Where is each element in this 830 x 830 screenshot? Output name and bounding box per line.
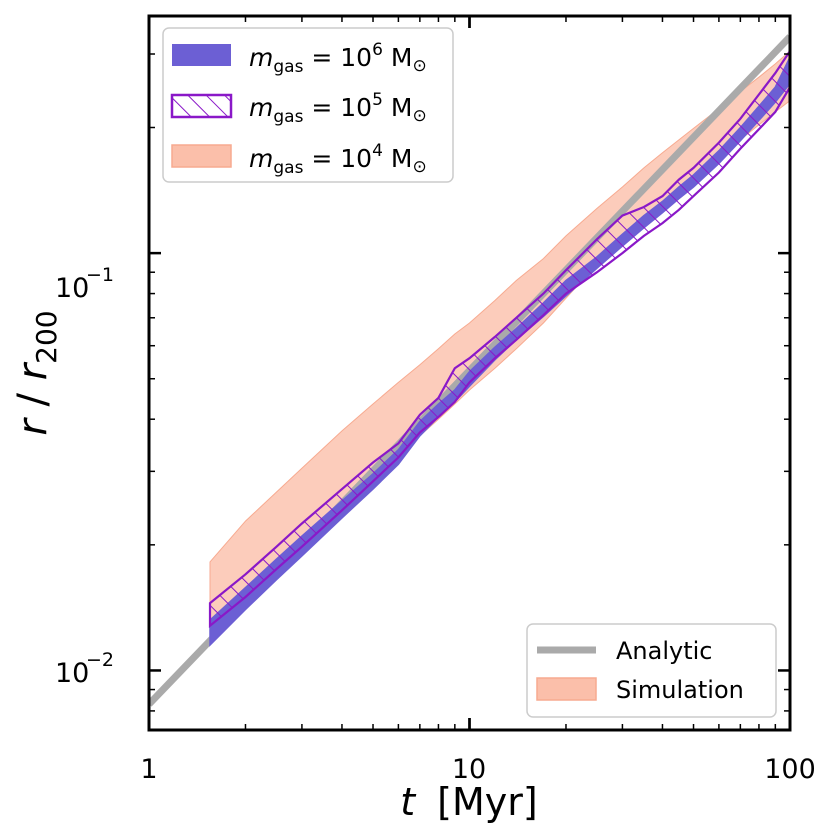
legend-swatch-1e6 [172,44,231,66]
legend-exp: 4 [372,141,383,161]
legend-swatch-1e4 [171,144,232,168]
legend-unit-sub: ⊙ [412,106,426,126]
x-axis-unit: [Myr] [437,780,538,824]
legend-label-1e5: mgas = 105 M⊙ [249,90,427,127]
y-axis-label: r / r200 [10,310,63,435]
legend-swatch-simulation [536,677,597,701]
svg-text:r / r200: r / r200 [10,310,63,435]
x-tick-label-10: 10 [452,754,486,785]
legend-eq: = 10 [303,43,372,72]
x-tick-label-100: 100 [764,754,816,785]
legend-name: m [249,144,273,173]
legend-name: m [249,43,273,72]
y-tick-base: 10 [55,273,89,304]
band-mgas-1e5 [208,49,790,629]
y-tick-label-1e-2: 10 −2 [55,649,114,689]
legend-exp: 6 [372,40,383,60]
y-axis-sep: / [10,380,56,419]
y-tick-label-1e-1: 10 −1 [55,264,114,304]
y-axis-subscript: 200 [30,310,63,363]
legend-unit: M [383,144,413,173]
legend-eq: = 10 [303,93,372,122]
x-tick-label-1: 1 [140,754,157,785]
legend-sub: gas [273,107,303,127]
axis-ticks [147,16,792,730]
legend-unit: M [383,93,413,122]
legend-eq: = 10 [303,144,372,173]
y-tick-exp: −1 [86,264,114,286]
y-axis-symbol: r [10,417,56,436]
legend-method: Analytic Simulation [526,623,777,718]
legend-unit-sub: ⊙ [412,56,426,76]
legend-exp: 5 [372,90,383,110]
legend-label-simulation: Simulation [616,676,744,704]
legend-label-1e4: mgas = 104 M⊙ [249,141,427,178]
x-axis-symbol: t [400,780,417,824]
legend-sub: gas [273,158,303,178]
x-axis-label: t [Myr] [400,780,537,824]
legend-unit: M [383,43,413,72]
legend-resolution: mgas = 106 M⊙ mgas = 105 M⊙ mgas = 104 M… [162,27,454,183]
legend-sub: gas [273,57,303,77]
legend-unit-sub: ⊙ [412,157,426,177]
legend-label-1e6: mgas = 106 M⊙ [249,40,427,77]
y-tick-exp: −2 [86,649,114,671]
legend-box [162,27,454,183]
legend-swatch-1e5 [170,93,233,119]
y-axis-ref-symbol: r [10,361,56,380]
plot-data [149,34,790,707]
y-tick-base: 10 [55,658,89,689]
legend-label-analytic: Analytic [616,637,712,665]
legend-name: m [249,93,273,122]
